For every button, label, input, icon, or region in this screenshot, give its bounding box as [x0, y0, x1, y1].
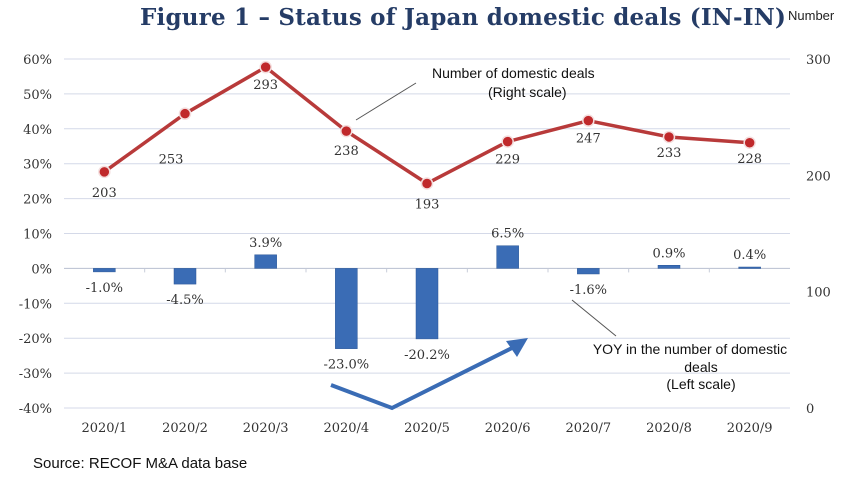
x-tick-label: 2020/2 — [162, 421, 208, 436]
bar-data-labels: -1.0% -4.5% 3.9% -23.0% -20.2% 6.5% -1.6% 0.9% 0… — [86, 227, 767, 373]
bar-data-label: 0.9% — [652, 246, 685, 261]
bar — [496, 245, 519, 269]
line-series — [98, 60, 756, 190]
left-tick-label: -20% — [19, 332, 52, 347]
bar — [335, 268, 358, 349]
right-tick-label: 0 — [806, 402, 814, 417]
bar — [173, 268, 197, 285]
line-marker — [662, 130, 676, 144]
line-data-label: 253 — [159, 153, 184, 168]
line-data-label: 238 — [334, 144, 359, 159]
annotation-text: Number of domestic deals — [432, 65, 595, 81]
left-tick-label: 60% — [23, 53, 52, 68]
line-data-label: 293 — [253, 78, 278, 93]
bar — [93, 268, 116, 273]
left-tick-label: 30% — [23, 158, 52, 173]
x-axis-ticks: 2020/1 2020/2 2020/3 2020/4 2020/5 2020/6 2020… — [81, 421, 772, 436]
line-data-label: 228 — [737, 152, 762, 167]
annotation-leader-line — [355, 82, 417, 121]
right-tick-label: 100 — [806, 286, 831, 301]
bar-data-label: 0.4% — [733, 248, 766, 263]
left-tick-label: 10% — [23, 228, 52, 243]
line-data-label: 203 — [92, 186, 117, 201]
right-axis-ticks: 300 200 100 0 — [806, 53, 831, 417]
x-tick-label: 2020/4 — [323, 421, 369, 436]
x-tick-label: 2020/8 — [646, 421, 692, 436]
bar-data-label: 3.9% — [249, 236, 282, 251]
x-tick-label: 2020/1 — [81, 421, 127, 436]
x-tick-label: 2020/5 — [404, 421, 450, 436]
x-tick-label: 2020/3 — [243, 421, 289, 436]
line-marker — [259, 60, 272, 74]
bar — [657, 265, 681, 269]
bar-data-label: -1.6% — [570, 283, 607, 298]
right-axis-unit-label: Number — [788, 8, 835, 23]
bar-data-label: 6.5% — [491, 227, 524, 242]
x-tick-label: 2020/6 — [485, 421, 531, 436]
bar-data-label: -20.2% — [404, 348, 450, 363]
left-tick-label: 0% — [31, 262, 52, 277]
left-tick-label: -10% — [19, 297, 52, 312]
x-tick-label: 2020/9 — [727, 421, 773, 436]
arrow-head-icon — [506, 338, 528, 357]
line-marker — [178, 107, 192, 120]
annotation-text: YOY in the number of domestic — [593, 341, 787, 357]
bar-data-label: -1.0% — [86, 281, 123, 296]
left-tick-label: 50% — [23, 88, 52, 103]
bar — [577, 268, 600, 275]
line-marker — [340, 124, 353, 138]
line-marker — [98, 165, 111, 179]
line-data-label: 233 — [657, 146, 682, 161]
chart-title: Figure 1 – Status of Japan domestic deal… — [140, 4, 787, 31]
annotation-text: (Right scale) — [488, 84, 567, 100]
bar-series — [93, 245, 761, 349]
left-tick-label: -40% — [19, 402, 52, 417]
annotation-text: (Left scale) — [666, 376, 735, 392]
bar — [415, 268, 439, 340]
bar — [254, 254, 277, 269]
line-path — [103, 65, 750, 186]
bar — [738, 266, 761, 269]
right-tick-label: 300 — [806, 53, 831, 68]
annotations: Number of domestic deals (Right scale) YOY… — [330, 65, 787, 411]
annotation-text: deals — [684, 359, 717, 375]
right-tick-label: 200 — [806, 169, 831, 184]
line-marker — [501, 135, 514, 148]
left-tick-label: 20% — [23, 193, 52, 208]
bar-data-label: -4.5% — [166, 293, 203, 308]
source-note: Source: RECOF M&A data base — [33, 455, 248, 472]
line-data-labels: 203 253 293 238 193 229 247 233 228 — [92, 78, 762, 212]
bar-data-label: -23.0% — [323, 358, 369, 373]
line-marker — [420, 177, 434, 190]
recovery-arrow — [330, 344, 517, 411]
line-data-label: 247 — [576, 132, 601, 147]
annotation-leader-line — [571, 299, 617, 337]
left-tick-label: 40% — [23, 123, 52, 138]
line-marker — [582, 114, 595, 127]
x-tick-label: 2020/7 — [565, 421, 611, 436]
left-tick-label: -30% — [19, 367, 52, 382]
line-data-label: 229 — [495, 153, 520, 168]
line-data-label: 193 — [415, 197, 440, 212]
left-axis-ticks: 60% 50% 40% 30% 20% 10% 0% -10% -20% -30% -40% — [19, 53, 52, 417]
line-marker — [743, 136, 756, 150]
